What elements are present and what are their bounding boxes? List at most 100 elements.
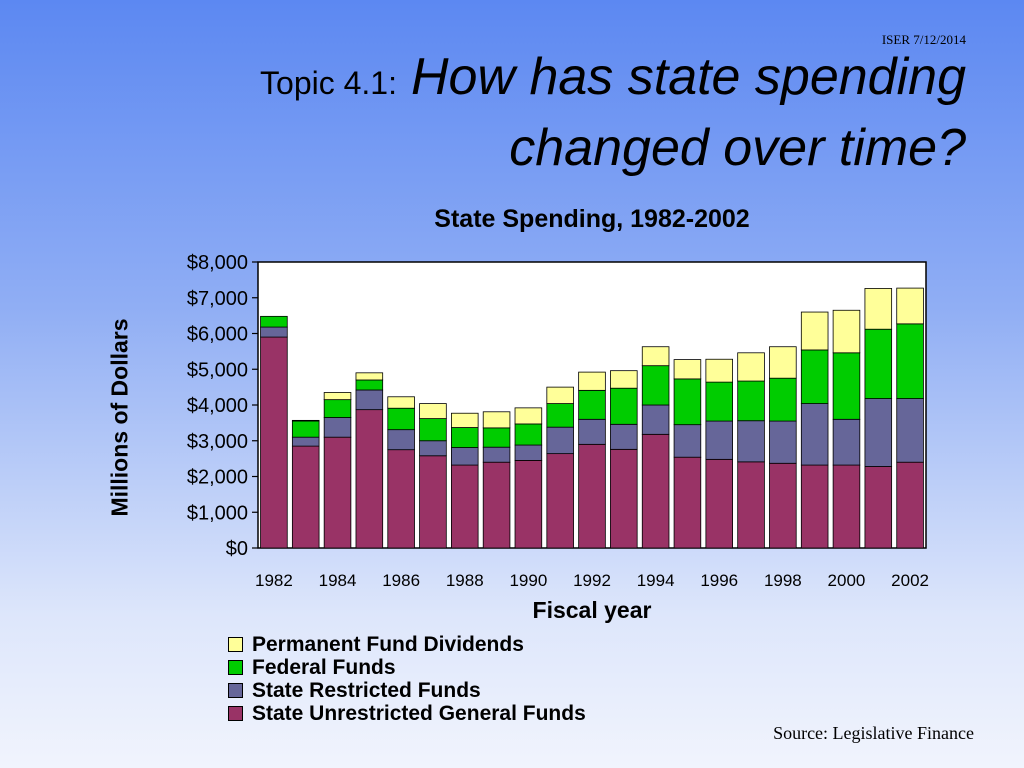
x-tick-label: 1990 (509, 571, 547, 590)
topic-question-line2: changed over time? (509, 119, 966, 177)
bar-federal-funds-2002 (896, 323, 924, 399)
y-tick-label: $2,000 (187, 467, 248, 489)
bar-state-restricted-funds-1998 (769, 420, 797, 464)
y-tick-label: $6,000 (187, 324, 248, 346)
bar-state-unrestricted-general-funds-1988 (451, 464, 479, 549)
x-tick-label: 1994 (637, 571, 675, 590)
bar-federal-funds-1987 (419, 418, 447, 442)
bar-permanent-fund-dividends-1983 (291, 419, 320, 422)
bar-state-restricted-funds-1983 (291, 436, 320, 447)
bar-state-restricted-funds-2001 (864, 398, 893, 467)
slide-title: Topic 4.1: How has state spending changed… (146, 48, 966, 177)
x-axis-label: Fiscal year (532, 597, 652, 623)
bar-state-unrestricted-general-funds-1997 (737, 461, 765, 549)
chart-title: State Spending, 1982-2002 (434, 205, 750, 233)
x-tick-label: 1996 (700, 571, 738, 590)
bar-federal-funds-1998 (769, 377, 797, 422)
bar-federal-funds-1992 (578, 389, 606, 420)
bar-state-unrestricted-general-funds-1989 (482, 461, 511, 549)
legend-label: State Restricted Funds (252, 678, 481, 702)
bar-federal-funds-2001 (864, 328, 893, 399)
bar-state-unrestricted-general-funds-1999 (800, 464, 829, 549)
bar-state-unrestricted-general-funds-1990 (514, 460, 543, 549)
bar-state-restricted-funds-1986 (387, 429, 415, 451)
bar-federal-funds-1984 (323, 399, 352, 418)
bar-state-unrestricted-general-funds-1995 (673, 456, 702, 549)
bar-permanent-fund-dividends-1984 (323, 392, 352, 401)
y-tick-label: $5,000 (187, 359, 248, 381)
x-tick-label: 1984 (319, 571, 357, 590)
legend-item: Permanent Fund Dividends (228, 633, 586, 656)
y-tick-label: $3,000 (187, 431, 248, 453)
legend-label: State Unrestricted General Funds (252, 701, 586, 725)
y-tick-label: $8,000 (187, 252, 248, 274)
bar-federal-funds-1988 (451, 427, 479, 448)
bar-state-restricted-funds-1988 (451, 447, 479, 466)
y-tick-label: $1,000 (187, 502, 248, 524)
bar-state-unrestricted-general-funds-1992 (578, 443, 606, 549)
bar-permanent-fund-dividends-2002 (896, 287, 924, 325)
bar-federal-funds-1990 (514, 423, 543, 446)
bar-federal-funds-1982 (260, 315, 288, 328)
x-tick-label: 1992 (573, 571, 611, 590)
bar-state-restricted-funds-1991 (546, 426, 574, 455)
bar-state-unrestricted-general-funds-1982 (260, 336, 288, 549)
bar-federal-funds-1989 (482, 427, 511, 448)
y-axis-label: Millions of Dollars (106, 318, 133, 517)
bar-federal-funds-1993 (610, 387, 638, 425)
bar-federal-funds-1999 (800, 349, 829, 404)
legend-label: Permanent Fund Dividends (252, 632, 524, 656)
legend-label: Federal Funds (252, 655, 396, 679)
bar-permanent-fund-dividends-1997 (737, 352, 765, 382)
bar-permanent-fund-dividends-1998 (769, 346, 797, 379)
bar-federal-funds-1986 (387, 407, 415, 431)
legend-swatch (228, 637, 243, 652)
bar-state-unrestricted-general-funds-1985 (355, 409, 384, 549)
x-tick-label: 1986 (382, 571, 420, 590)
bar-federal-funds-1995 (673, 378, 702, 426)
bar-federal-funds-1997 (737, 380, 765, 422)
bar-state-restricted-funds-1985 (355, 389, 384, 411)
bar-state-restricted-funds-1993 (610, 423, 638, 450)
bar-state-restricted-funds-1989 (482, 446, 511, 463)
topic-question-line1: How has state spending (410, 48, 966, 106)
bar-state-restricted-funds-2002 (896, 398, 924, 463)
bar-state-restricted-funds-1994 (641, 404, 670, 435)
iser-date-stamp: ISER 7/12/2014 (881, 32, 966, 47)
bar-state-unrestricted-general-funds-1991 (546, 453, 574, 549)
topic-prefix: Topic 4.1: (260, 65, 397, 101)
bar-state-restricted-funds-1996 (705, 420, 733, 460)
bar-state-unrestricted-general-funds-1984 (323, 436, 352, 549)
bar-state-restricted-funds-2000 (832, 418, 861, 466)
x-tick-label: 1988 (446, 571, 484, 590)
y-tick-label: $4,000 (187, 395, 248, 417)
bar-state-restricted-funds-1995 (673, 424, 702, 458)
bar-state-restricted-funds-1992 (578, 418, 606, 445)
legend-swatch (228, 683, 243, 698)
bar-state-unrestricted-general-funds-2000 (832, 464, 861, 549)
bar-permanent-fund-dividends-2001 (864, 288, 893, 330)
bar-permanent-fund-dividends-1989 (482, 411, 511, 429)
bar-state-restricted-funds-1987 (419, 440, 447, 457)
bar-permanent-fund-dividends-2000 (832, 309, 861, 354)
bar-state-unrestricted-general-funds-1983 (291, 445, 320, 549)
bar-federal-funds-1994 (641, 365, 670, 406)
bar-federal-funds-1983 (291, 420, 320, 438)
bar-state-restricted-funds-1999 (800, 403, 829, 466)
bar-permanent-fund-dividends-1996 (705, 358, 733, 383)
bar-state-unrestricted-general-funds-1996 (705, 458, 733, 549)
bar-state-unrestricted-general-funds-2002 (896, 461, 924, 549)
bar-permanent-fund-dividends-1992 (578, 371, 606, 391)
bar-permanent-fund-dividends-1985 (355, 372, 384, 381)
bar-permanent-fund-dividends-1990 (514, 407, 543, 425)
legend-swatch (228, 706, 243, 721)
bar-state-unrestricted-general-funds-1993 (610, 448, 638, 549)
legend-item: Federal Funds (228, 656, 586, 679)
bar-state-restricted-funds-1984 (323, 417, 352, 438)
x-tick-label: 1982 (255, 571, 293, 590)
bar-federal-funds-1991 (546, 403, 574, 428)
bar-permanent-fund-dividends-1987 (419, 403, 447, 419)
bar-state-restricted-funds-1990 (514, 444, 543, 461)
bar-federal-funds-1996 (705, 381, 733, 422)
